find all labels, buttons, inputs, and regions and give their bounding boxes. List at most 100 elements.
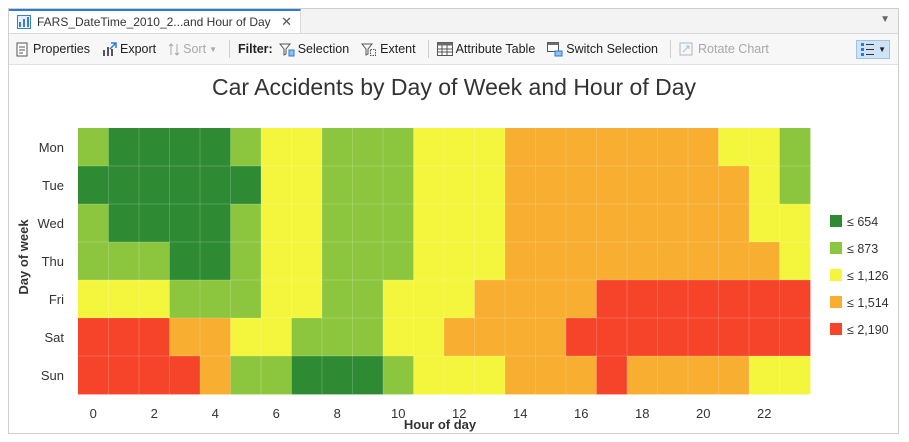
heatmap-cell-fri-0[interactable]	[78, 280, 109, 319]
heatmap-cell-thu-9[interactable]	[352, 242, 384, 281]
heatmap-cell-mon-14[interactable]	[505, 128, 536, 167]
heatmap-cell-wed-5[interactable]	[230, 204, 262, 243]
heatmap-cell-fri-9[interactable]	[352, 280, 384, 319]
heatmap-cell-fri-3[interactable]	[169, 280, 201, 319]
heatmap-cell-thu-21[interactable]	[718, 242, 750, 281]
heatmap-cell-tue-16[interactable]	[566, 166, 597, 205]
heatmap-cell-mon-7[interactable]	[291, 128, 323, 167]
heatmap-cell-thu-16[interactable]	[566, 242, 597, 281]
heatmap-cell-sat-3[interactable]	[169, 318, 201, 357]
heatmap-cell-wed-23[interactable]	[779, 204, 811, 243]
heatmap-cell-thu-11[interactable]	[413, 242, 445, 281]
heatmap-cell-sun-3[interactable]	[169, 356, 201, 395]
heatmap-cell-mon-2[interactable]	[139, 128, 170, 167]
heatmap-cell-tue-3[interactable]	[169, 166, 201, 205]
heatmap-cell-fri-1[interactable]	[108, 280, 140, 319]
heatmap-cell-tue-17[interactable]	[596, 166, 628, 205]
heatmap-cell-sun-12[interactable]	[444, 356, 475, 395]
heatmap-cell-sat-14[interactable]	[505, 318, 536, 357]
heatmap-cell-tue-14[interactable]	[505, 166, 536, 205]
heatmap-cell-mon-5[interactable]	[230, 128, 262, 167]
heatmap-cell-tue-13[interactable]	[474, 166, 506, 205]
heatmap-cell-mon-8[interactable]	[322, 128, 353, 167]
heatmap-cell-thu-3[interactable]	[169, 242, 201, 281]
heatmap-cell-fri-2[interactable]	[139, 280, 170, 319]
heatmap-cell-fri-18[interactable]	[627, 280, 658, 319]
heatmap-cell-sun-20[interactable]	[688, 356, 719, 395]
filter-extent-button[interactable]: Extent	[361, 42, 416, 57]
heatmap-cell-sun-15[interactable]	[535, 356, 567, 395]
heatmap-cell-sat-7[interactable]	[291, 318, 323, 357]
legend-toggle-button[interactable]: ▼	[856, 39, 890, 59]
heatmap-cell-sun-6[interactable]	[261, 356, 292, 395]
tab-menu-icon[interactable]: ▼	[880, 14, 890, 25]
heatmap-cell-sat-15[interactable]	[535, 318, 567, 357]
heatmap-cell-fri-7[interactable]	[291, 280, 323, 319]
heatmap-cell-wed-6[interactable]	[261, 204, 292, 243]
heatmap-cell-sun-8[interactable]	[322, 356, 353, 395]
heatmap-cell-wed-4[interactable]	[200, 204, 231, 243]
heatmap-cell-sat-12[interactable]	[444, 318, 475, 357]
heatmap-cell-fri-8[interactable]	[322, 280, 353, 319]
heatmap-cell-thu-6[interactable]	[261, 242, 292, 281]
heatmap-cell-thu-22[interactable]	[749, 242, 780, 281]
heatmap-cell-sun-21[interactable]	[718, 356, 750, 395]
heatmap-cell-sun-7[interactable]	[291, 356, 323, 395]
heatmap-cell-sat-9[interactable]	[352, 318, 384, 357]
heatmap-cell-sat-20[interactable]	[688, 318, 719, 357]
heatmap-cell-tue-12[interactable]	[444, 166, 475, 205]
heatmap-cell-sat-6[interactable]	[261, 318, 292, 357]
heatmap-cell-sat-5[interactable]	[230, 318, 262, 357]
heatmap-cell-fri-21[interactable]	[718, 280, 750, 319]
heatmap-cell-wed-12[interactable]	[444, 204, 475, 243]
heatmap-cell-thu-5[interactable]	[230, 242, 262, 281]
heatmap-cell-tue-0[interactable]	[78, 166, 109, 205]
heatmap-cell-sat-19[interactable]	[657, 318, 689, 357]
heatmap-cell-sun-4[interactable]	[200, 356, 231, 395]
heatmap-cell-sun-18[interactable]	[627, 356, 658, 395]
heatmap-cell-mon-21[interactable]	[718, 128, 750, 167]
heatmap-cell-mon-4[interactable]	[200, 128, 231, 167]
heatmap-cell-wed-18[interactable]	[627, 204, 658, 243]
heatmap-cell-thu-20[interactable]	[688, 242, 719, 281]
heatmap-cell-fri-17[interactable]	[596, 280, 628, 319]
heatmap-cell-thu-19[interactable]	[657, 242, 689, 281]
heatmap-cell-fri-15[interactable]	[535, 280, 567, 319]
heatmap-cell-wed-22[interactable]	[749, 204, 780, 243]
heatmap-cell-sat-0[interactable]	[78, 318, 109, 357]
heatmap-cell-tue-10[interactable]	[383, 166, 414, 205]
heatmap-cell-mon-6[interactable]	[261, 128, 292, 167]
heatmap-cell-tue-8[interactable]	[322, 166, 353, 205]
heatmap-cell-fri-16[interactable]	[566, 280, 597, 319]
heatmap-cell-sat-16[interactable]	[566, 318, 597, 357]
heatmap-cell-fri-4[interactable]	[200, 280, 231, 319]
heatmap-cell-sat-8[interactable]	[322, 318, 353, 357]
heatmap-cell-wed-19[interactable]	[657, 204, 689, 243]
heatmap-cell-fri-14[interactable]	[505, 280, 536, 319]
heatmap-cell-mon-22[interactable]	[749, 128, 780, 167]
heatmap-cell-wed-9[interactable]	[352, 204, 384, 243]
heatmap-cell-thu-4[interactable]	[200, 242, 231, 281]
heatmap-cell-mon-13[interactable]	[474, 128, 506, 167]
heatmap-cell-thu-12[interactable]	[444, 242, 475, 281]
heatmap-cell-sat-23[interactable]	[779, 318, 811, 357]
heatmap-cell-tue-20[interactable]	[688, 166, 719, 205]
heatmap-cell-wed-1[interactable]	[108, 204, 140, 243]
heatmap-cell-fri-20[interactable]	[688, 280, 719, 319]
heatmap-cell-tue-9[interactable]	[352, 166, 384, 205]
heatmap-cell-tue-11[interactable]	[413, 166, 445, 205]
heatmap-cell-sat-17[interactable]	[596, 318, 628, 357]
heatmap-cell-sun-9[interactable]	[352, 356, 384, 395]
heatmap-cell-sun-14[interactable]	[505, 356, 536, 395]
attribute-table-button[interactable]: Attribute Table	[436, 42, 535, 56]
sort-button[interactable]: Sort ▼	[168, 42, 217, 57]
heatmap-cell-fri-19[interactable]	[657, 280, 689, 319]
heatmap-cell-fri-13[interactable]	[474, 280, 506, 319]
heatmap-cell-wed-7[interactable]	[291, 204, 323, 243]
heatmap-cell-fri-5[interactable]	[230, 280, 262, 319]
export-button[interactable]: Export	[102, 41, 156, 57]
heatmap-cell-mon-15[interactable]	[535, 128, 567, 167]
heatmap-cell-sat-4[interactable]	[200, 318, 231, 357]
heatmap-cell-mon-18[interactable]	[627, 128, 658, 167]
heatmap-cell-sat-10[interactable]	[383, 318, 414, 357]
